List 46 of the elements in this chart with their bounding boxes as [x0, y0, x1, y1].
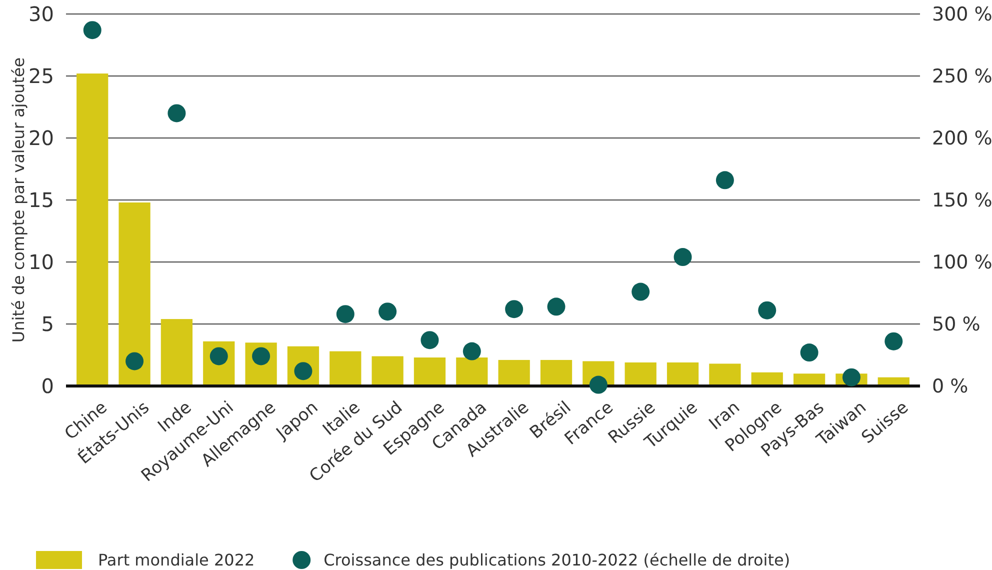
- y-axis-title: Unité de compte par valeur ajoutée: [9, 57, 28, 343]
- point: [505, 300, 524, 318]
- point: [716, 171, 734, 190]
- y-tick-label: 15: [28, 188, 54, 212]
- y-tick-label: 0: [41, 374, 54, 398]
- y-tick-label: 25: [28, 64, 54, 88]
- bar: [624, 362, 656, 386]
- bar: [118, 202, 150, 386]
- y2-tick-label: 50 %: [932, 314, 980, 336]
- point: [547, 298, 566, 316]
- point: [168, 104, 186, 122]
- bar: [160, 319, 193, 386]
- bar: [709, 364, 741, 386]
- point: [758, 301, 776, 320]
- y2-tick-label: 100 %: [932, 252, 992, 274]
- bar: [456, 357, 488, 386]
- bar: [498, 360, 530, 386]
- bar: [666, 362, 699, 386]
- y2-tick-label: 250 %: [932, 66, 992, 88]
- point: [420, 331, 439, 350]
- y2-tick-label: 0 %: [932, 376, 968, 398]
- point: [632, 282, 650, 301]
- bar: [330, 351, 362, 386]
- bar: [540, 360, 572, 386]
- y2-tick-label: 300 %: [932, 4, 992, 26]
- y2-tick-label: 150 %: [932, 190, 992, 212]
- point: [674, 248, 692, 266]
- y2-tick-label: 200 %: [932, 128, 992, 150]
- point: [800, 344, 818, 362]
- bar: [414, 357, 446, 386]
- legend-label: Croissance des publications 2010-2022 (échelle de droite): [324, 550, 790, 570]
- point: [126, 352, 144, 370]
- y-tick-label: 10: [28, 250, 54, 274]
- point: [462, 342, 481, 360]
- y-tick-label: 20: [28, 126, 54, 150]
- bar: [76, 74, 108, 386]
- point: [884, 332, 903, 350]
- point: [378, 302, 397, 321]
- point: [589, 376, 608, 394]
- point: [336, 305, 354, 324]
- legend-label: Part mondiale 2022: [98, 550, 255, 570]
- y-tick-label: 30: [28, 2, 54, 26]
- point: [842, 368, 860, 386]
- point: [83, 21, 102, 40]
- bar: [372, 356, 404, 386]
- y-tick-label: 5: [41, 312, 54, 336]
